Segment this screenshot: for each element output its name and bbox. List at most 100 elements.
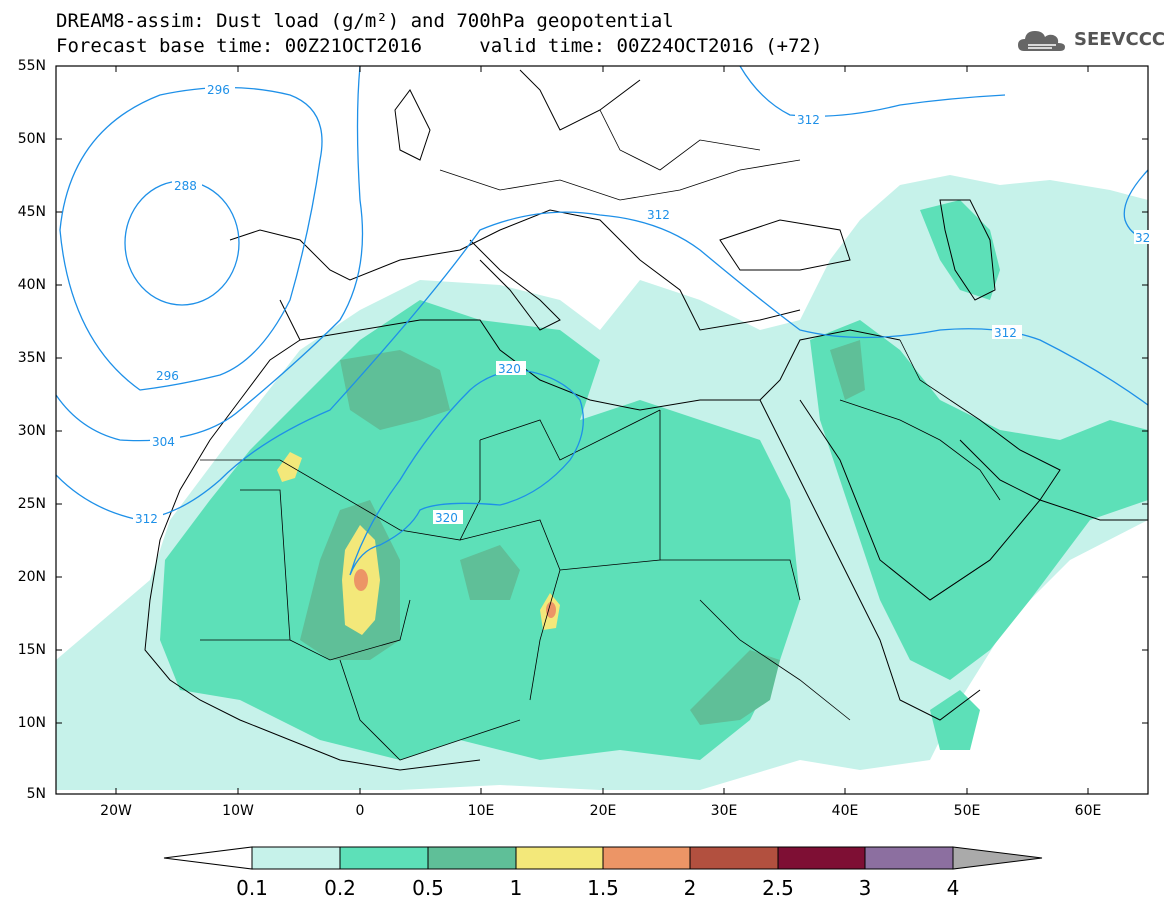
lat-label: 50N bbox=[17, 131, 46, 147]
dust-1.5-b bbox=[546, 602, 556, 618]
contour-label: 296 bbox=[207, 83, 230, 97]
colorbar-label: 2.5 bbox=[762, 876, 794, 900]
logo-text: SEEVCCC bbox=[1074, 29, 1165, 50]
colorbar-label: 3 bbox=[858, 876, 872, 900]
contour-label: 312 bbox=[647, 208, 670, 222]
lat-label: 10N bbox=[17, 715, 46, 731]
coastlines bbox=[144, 69, 1148, 771]
border-libya bbox=[479, 409, 661, 461]
dust-0.5-e bbox=[830, 340, 865, 400]
border-iran-iraq bbox=[899, 339, 951, 401]
border-west-africa bbox=[339, 659, 521, 761]
lat-label: 40N bbox=[17, 277, 46, 293]
colorbar-bin bbox=[515, 846, 604, 870]
axis-ticks bbox=[56, 65, 1148, 795]
coastline-europe bbox=[229, 209, 801, 331]
dust-0.2-horn bbox=[930, 690, 980, 750]
dust-0.2-caspian bbox=[920, 200, 1000, 300]
contour-312-west bbox=[56, 211, 1148, 521]
coastline-scandinavia bbox=[519, 69, 641, 131]
geopotential-contours bbox=[56, 66, 1148, 576]
lon-label: 40E bbox=[831, 803, 859, 819]
lon-label: 10W bbox=[222, 803, 254, 819]
dust-0.2-east bbox=[810, 320, 1148, 680]
contour-320 bbox=[349, 369, 584, 576]
colorbar-label: 4 bbox=[946, 876, 960, 900]
coastline-caspian bbox=[939, 199, 996, 301]
country-borders bbox=[200, 109, 1001, 761]
coastline-uk bbox=[394, 89, 431, 161]
colorbar-label: 0.5 bbox=[412, 876, 444, 900]
border-yemen bbox=[929, 559, 991, 601]
colorbar-label: 0.1 bbox=[236, 876, 268, 900]
contour-296 bbox=[59, 86, 323, 391]
border-sudan bbox=[660, 559, 801, 601]
lon-label: 30E bbox=[710, 803, 738, 819]
lon-label: 10E bbox=[467, 803, 495, 819]
colorbar-bin bbox=[339, 846, 429, 870]
contour-label: 312 bbox=[135, 512, 158, 526]
border-saudi bbox=[839, 399, 1001, 501]
coastline-black-sea bbox=[719, 219, 851, 271]
dust-1-b bbox=[277, 452, 302, 482]
contour-label: 320 bbox=[498, 362, 521, 376]
contour-label: 304 bbox=[152, 435, 175, 449]
lat-label: 35N bbox=[17, 350, 46, 366]
colorbar-bin bbox=[864, 846, 954, 870]
contour-label: 288 bbox=[174, 179, 197, 193]
contour-label: 296 bbox=[156, 369, 179, 383]
lat-label: 5N bbox=[26, 786, 46, 802]
dust-0.5-b bbox=[340, 350, 450, 430]
colorbar bbox=[163, 846, 1043, 870]
border-east-africa bbox=[699, 599, 851, 721]
colorbar-bin bbox=[427, 846, 517, 870]
colorbar-label: 1.5 bbox=[587, 876, 619, 900]
lat-label: 20N bbox=[17, 569, 46, 585]
coastline-red-sea bbox=[759, 399, 981, 721]
border-algeria-mali bbox=[200, 440, 481, 541]
contour-312-north bbox=[739, 66, 1006, 117]
colorbar-left-arrow bbox=[163, 846, 253, 870]
colorbar-label: 1 bbox=[509, 876, 523, 900]
lon-label: 60E bbox=[1074, 803, 1102, 819]
colorbar-bin bbox=[251, 846, 341, 870]
contour-label: 320 bbox=[435, 511, 458, 525]
contour-label-group: 296 288 296 304 312 320 320 312 312 312 … bbox=[133, 82, 1150, 526]
lon-label: 20W bbox=[100, 803, 132, 819]
colorbar-bin bbox=[689, 846, 779, 870]
border-mali bbox=[289, 599, 411, 661]
base-time: Forecast base time: 00Z21OCT2016 bbox=[56, 35, 423, 57]
contour-label: 312 bbox=[994, 326, 1017, 340]
dust-field bbox=[56, 175, 1148, 790]
colorbar-bin bbox=[602, 846, 691, 870]
lat-label: 55N bbox=[17, 58, 46, 74]
forecast-times: Forecast base time: 00Z21OCT2016 valid t… bbox=[56, 36, 822, 56]
map-frame bbox=[55, 65, 1149, 795]
lon-label: 50E bbox=[953, 803, 981, 819]
colorbar-label: 0.2 bbox=[324, 876, 356, 900]
lon-label: 20E bbox=[589, 803, 617, 819]
lat-label: 15N bbox=[17, 642, 46, 658]
cloud-icon bbox=[1018, 31, 1065, 51]
dust-0.5-d bbox=[690, 650, 780, 725]
coastline-arabia bbox=[799, 399, 1061, 601]
valid-time: valid time: 00Z24OCT2016 (+72) bbox=[479, 35, 823, 57]
coastline-persian-gulf bbox=[959, 439, 1148, 521]
dust-1.5-a bbox=[354, 569, 368, 591]
coastline-italy bbox=[469, 239, 561, 331]
colorbar-label: 2 bbox=[683, 876, 697, 900]
contour-label: 312 bbox=[797, 113, 820, 127]
dust-0.5-c bbox=[460, 545, 520, 600]
lon-label: 0 bbox=[355, 803, 365, 819]
contour-288 bbox=[124, 180, 240, 306]
colorbar-bin bbox=[777, 846, 866, 870]
lat-label: 45N bbox=[17, 204, 46, 220]
map-title: DREAM8-assim: Dust load (g/m²) and 700hP… bbox=[56, 10, 674, 32]
lat-label: 30N bbox=[17, 423, 46, 439]
coastline-west-africa bbox=[144, 299, 481, 771]
border-central-europe bbox=[439, 159, 801, 201]
border-mauritania bbox=[200, 489, 291, 641]
seevccc-logo: SEEVCCC bbox=[1016, 26, 1165, 56]
colorbar-right-arrow bbox=[952, 846, 1043, 870]
